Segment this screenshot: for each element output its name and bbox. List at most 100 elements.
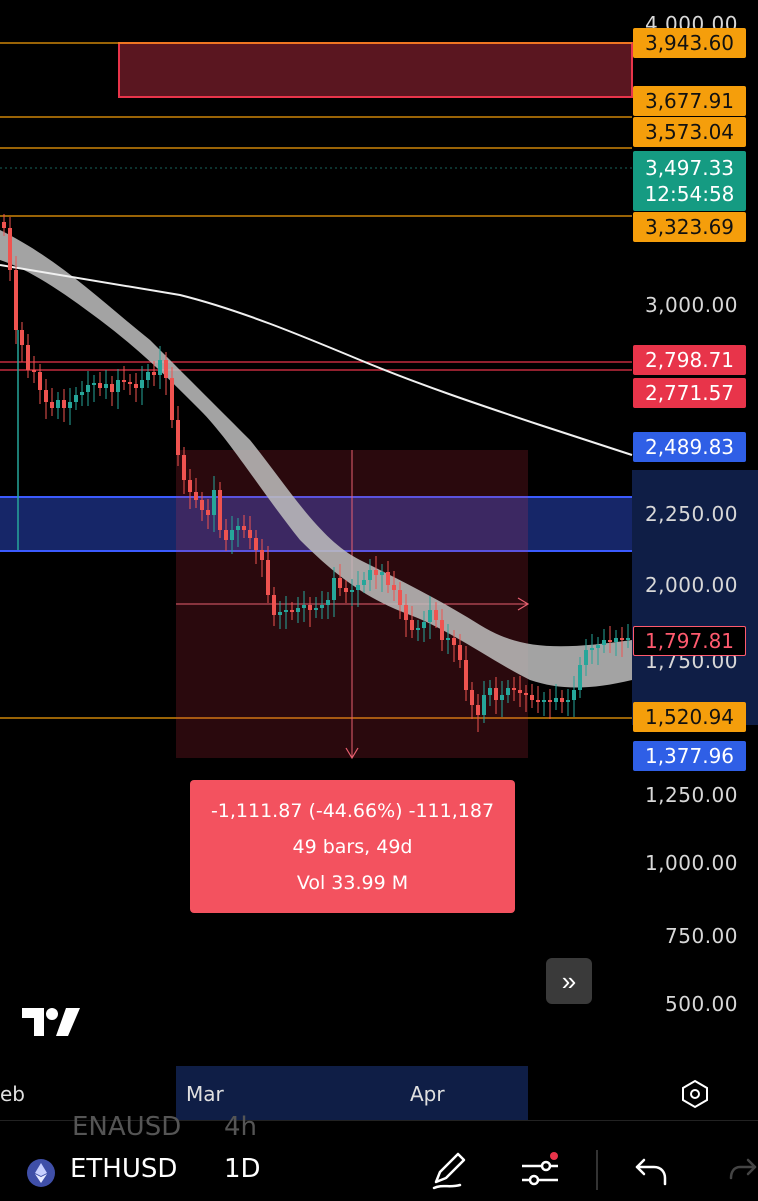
- price-chart[interactable]: [0, 0, 758, 1120]
- candle-body: [422, 622, 426, 628]
- chevron-double-right-icon: »: [561, 965, 577, 996]
- candle-body: [266, 560, 270, 595]
- previous-symbol[interactable]: ENAUSD: [72, 1112, 182, 1142]
- candle-body: [92, 383, 96, 385]
- price-tag-3573[interactable]: 3,573.04: [633, 117, 746, 147]
- measurement-tooltip: -1,111.87 (-44.66%) -111,187 49 bars, 49…: [190, 780, 515, 913]
- candle-body: [206, 510, 210, 515]
- candle-body: [554, 698, 558, 702]
- candle-body: [596, 645, 600, 648]
- candle-body: [2, 222, 6, 228]
- candle-body: [242, 526, 246, 530]
- candle-body: [392, 585, 396, 590]
- candle-body: [68, 402, 72, 408]
- axis-label-3000: 3,000.00: [644, 293, 738, 317]
- price-tag-1520[interactable]: 1,520.94: [633, 702, 746, 732]
- redo-icon[interactable]: [728, 1156, 758, 1186]
- candle-body: [626, 638, 630, 640]
- candle-body: [236, 526, 240, 530]
- candle-body: [80, 392, 84, 395]
- candle-body: [380, 572, 384, 575]
- candle-body: [98, 383, 102, 388]
- supply-zone: [118, 42, 633, 98]
- candle-body: [524, 693, 528, 695]
- candle-body: [272, 595, 276, 615]
- candle-body: [44, 390, 48, 402]
- axis-label-2250: 2,250.00: [644, 502, 738, 526]
- candle-body: [356, 585, 360, 590]
- hexagon-settings-icon[interactable]: [680, 1079, 710, 1109]
- previous-interval[interactable]: 4h: [224, 1112, 258, 1142]
- candle-body: [470, 690, 474, 705]
- undo-icon[interactable]: [634, 1156, 668, 1186]
- candle-body: [350, 590, 354, 592]
- candle-body: [602, 640, 606, 645]
- candle-body: [260, 550, 264, 560]
- candle-body: [62, 400, 66, 408]
- candle-body: [152, 372, 156, 375]
- candle-body: [224, 530, 228, 540]
- candle-body: [578, 665, 582, 690]
- price-tag-2489[interactable]: 2,489.83: [633, 432, 746, 462]
- candle-body: [542, 700, 546, 702]
- candle-body: [614, 638, 618, 642]
- candle-body: [590, 648, 594, 650]
- candle-body: [38, 372, 42, 390]
- last-price: 3,497.33: [644, 156, 735, 180]
- candle-body: [122, 380, 126, 382]
- candle-body: [398, 590, 402, 605]
- candle-body: [50, 402, 54, 408]
- candle-body: [26, 345, 30, 370]
- candle-body: [32, 370, 36, 372]
- symbol-button[interactable]: ETHUSD: [70, 1154, 178, 1184]
- price-tag-3943[interactable]: 3,943.60: [633, 28, 746, 58]
- toolbar-divider: [596, 1150, 598, 1190]
- axis-label-2000: 2,000.00: [644, 573, 738, 597]
- candle-body: [140, 380, 144, 388]
- candle-body: [344, 588, 348, 592]
- pencil-icon[interactable]: [430, 1150, 468, 1190]
- candle-body: [164, 360, 168, 378]
- candle-body: [230, 530, 234, 540]
- candle-body: [20, 330, 24, 345]
- candle-body: [308, 605, 312, 610]
- candle-body: [476, 705, 480, 715]
- moving-average-line: [0, 264, 633, 456]
- price-tag-1797[interactable]: 1,797.81: [633, 626, 746, 656]
- axis-label-500: 500.00: [665, 992, 738, 1016]
- candle-body: [512, 688, 516, 690]
- sliders-icon[interactable]: [520, 1150, 562, 1190]
- price-tag-3677[interactable]: 3,677.91: [633, 86, 746, 116]
- candle-body: [452, 638, 456, 645]
- candle-body: [74, 395, 78, 402]
- measure-change: -1,111.87 (-44.66%) -111,187: [210, 799, 495, 822]
- price-tag-1377[interactable]: 1,377.96: [633, 741, 746, 771]
- axis-label-1250: 1,250.00: [644, 783, 738, 807]
- last-price-tag[interactable]: 3,497.33 12:54:58: [633, 151, 746, 211]
- price-tag-3323[interactable]: 3,323.69: [633, 212, 746, 242]
- candle-body: [572, 690, 576, 700]
- candle-body: [434, 610, 438, 620]
- tradingview-logo: [22, 1008, 80, 1036]
- time-label-feb: eb: [0, 1082, 25, 1106]
- candle-body: [86, 385, 90, 392]
- time-label-mar: Mar: [186, 1082, 224, 1106]
- candle-body: [146, 372, 150, 380]
- price-tag-2798[interactable]: 2,798.71: [633, 345, 746, 375]
- candle-body: [332, 578, 336, 600]
- candle-body: [248, 530, 252, 538]
- candle-body: [410, 620, 414, 630]
- time-label-apr: Apr: [410, 1082, 445, 1106]
- candle-body: [386, 572, 390, 585]
- interval-button[interactable]: 1D: [224, 1154, 261, 1184]
- candle-body: [254, 538, 258, 550]
- price-tag-2771[interactable]: 2,771.57: [633, 378, 746, 408]
- axis-label-1000: 1,000.00: [644, 851, 738, 875]
- axis-label-750: 750.00: [665, 924, 738, 948]
- candle-body: [116, 380, 120, 392]
- candle-body: [8, 228, 12, 270]
- candle-body: [56, 400, 60, 408]
- candle-body: [506, 688, 510, 695]
- candle-body: [182, 455, 186, 480]
- scroll-to-realtime-button[interactable]: »: [546, 958, 592, 1004]
